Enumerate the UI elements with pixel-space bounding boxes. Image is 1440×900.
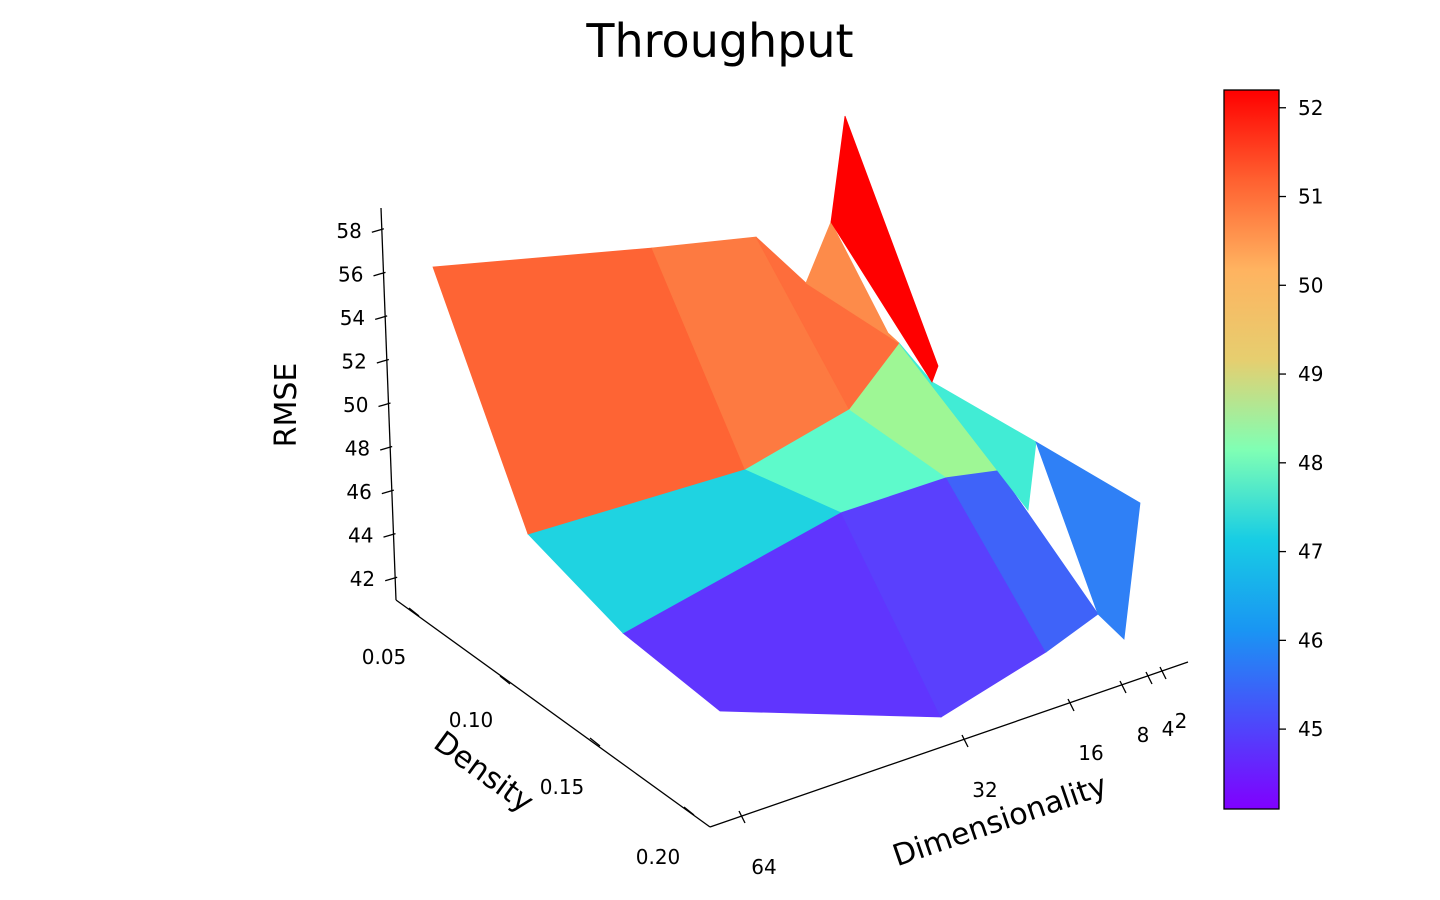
z-tick-mark [383,533,396,538]
y-tick-mark [589,737,601,747]
z-axis: 42 44 46 48 50 52 54 56 58 RMSE [269,207,398,601]
z-tick-mark [376,358,390,364]
colorbar-tick-label: 45 [1298,717,1323,741]
x-axis-line [709,661,1189,828]
colorbar-gradient [1223,89,1280,810]
x-tick-mark [738,810,746,824]
x-tick-label: 32 [972,778,997,802]
x-tick-mark [1119,680,1127,694]
colorbar-tick-label: 47 [1298,540,1323,564]
colorbar-tick-label: 48 [1298,451,1323,475]
colorbar: 45 46 47 48 49 50 51 52 [1223,89,1323,810]
z-tick-mark [373,271,386,277]
z-tick-mark [384,576,398,582]
colorbar-tick-label: 46 [1298,628,1323,652]
chart-title: Throughput [585,14,853,68]
surface-quad [1035,441,1141,640]
y-tick-label: 0.20 [636,845,681,869]
colorbar-ticks: 45 46 47 48 49 50 51 52 [1279,96,1323,741]
surface-plot [432,115,1141,718]
y-tick-label: 0.10 [449,708,494,732]
z-tick-label: 58 [336,219,361,243]
colorbar-tick-label: 52 [1298,96,1323,120]
y-tick-mark [499,675,511,685]
surface-quad [830,115,939,383]
y-axis-label: Density [427,725,540,820]
z-axis-label: RMSE [269,363,304,448]
z-tick-label: 54 [340,306,365,330]
z-tick-label: 52 [341,349,366,373]
y-tick-mark [408,607,420,617]
z-tick-label: 50 [343,393,368,417]
x-tick-label: 4 [1162,717,1175,741]
y-axis-ticks: 0.05 0.10 0.15 0.20 [362,607,695,869]
z-tick-mark [379,445,393,451]
x-tick-label: 16 [1078,741,1103,765]
y-tick-mark [683,806,695,816]
z-tick-mark [378,402,391,408]
x-axis-label: Dimensionality [888,768,1111,874]
z-tick-mark [371,228,385,233]
surface-quad [805,221,900,344]
z-tick-label: 42 [350,567,375,591]
x-tick-mark [961,734,969,748]
x-tick-label: 2 [1175,709,1188,733]
z-tick-mark [381,489,395,495]
z-tick-label: 56 [338,262,363,286]
x-tick-mark [1145,671,1153,685]
x-tick-mark [1159,666,1167,680]
z-tick-label: 48 [345,437,370,461]
colorbar-tick-label: 50 [1298,273,1323,297]
z-axis-ticks: 42 44 46 48 50 52 54 56 58 [336,219,398,591]
y-tick-label: 0.15 [540,775,585,799]
z-tick-label: 46 [346,480,371,504]
z-tick-mark [374,315,388,321]
y-tick-label: 0.05 [362,645,407,669]
colorbar-tick-label: 51 [1298,185,1323,209]
x-tick-label: 8 [1137,723,1150,747]
x-tick-label: 64 [751,855,776,879]
colorbar-tick-label: 49 [1298,362,1323,386]
z-tick-label: 44 [348,524,373,548]
y-axis-line [395,599,711,828]
x-tick-mark [1067,698,1075,712]
x-axis-ticks: 64 32 16 8 4 2 [738,666,1188,879]
